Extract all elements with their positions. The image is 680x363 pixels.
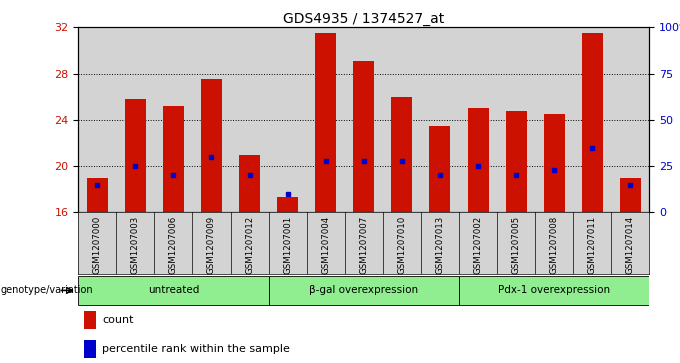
Text: β-gal overexpression: β-gal overexpression — [309, 285, 418, 295]
Text: GSM1207013: GSM1207013 — [435, 216, 445, 274]
Bar — [468, 108, 488, 212]
Bar — [459, 276, 649, 305]
Bar — [582, 33, 602, 212]
Bar — [84, 340, 97, 359]
Title: GDS4935 / 1374527_at: GDS4935 / 1374527_at — [283, 12, 445, 26]
Bar — [544, 114, 564, 212]
Bar — [163, 106, 184, 212]
Bar — [125, 99, 146, 212]
Bar — [620, 178, 641, 212]
Bar — [201, 79, 222, 212]
Text: percentile rank within the sample: percentile rank within the sample — [102, 344, 290, 355]
Bar — [354, 61, 374, 212]
Text: GSM1207010: GSM1207010 — [397, 216, 407, 274]
Bar — [269, 276, 459, 305]
Bar — [87, 178, 107, 212]
Text: GSM1207005: GSM1207005 — [511, 216, 521, 274]
Bar — [316, 33, 336, 212]
Text: GSM1207014: GSM1207014 — [626, 216, 635, 274]
Text: Pdx-1 overexpression: Pdx-1 overexpression — [498, 285, 610, 295]
Bar — [277, 197, 298, 212]
Bar — [78, 276, 269, 305]
Bar — [430, 126, 450, 212]
Bar — [84, 311, 97, 329]
Text: GSM1207003: GSM1207003 — [131, 216, 140, 274]
Text: GSM1207000: GSM1207000 — [92, 216, 102, 274]
Text: GSM1207009: GSM1207009 — [207, 216, 216, 274]
Text: GSM1207004: GSM1207004 — [321, 216, 330, 274]
Text: GSM1207002: GSM1207002 — [473, 216, 483, 274]
Bar — [239, 155, 260, 212]
Bar — [392, 97, 412, 212]
Text: GSM1207006: GSM1207006 — [169, 216, 178, 274]
Text: GSM1207001: GSM1207001 — [283, 216, 292, 274]
Text: GSM1207011: GSM1207011 — [588, 216, 597, 274]
Text: untreated: untreated — [148, 285, 199, 295]
Text: GSM1207012: GSM1207012 — [245, 216, 254, 274]
Text: GSM1207008: GSM1207008 — [549, 216, 559, 274]
Text: count: count — [102, 315, 134, 325]
Text: GSM1207007: GSM1207007 — [359, 216, 369, 274]
Text: genotype/variation: genotype/variation — [1, 285, 93, 295]
Bar — [506, 110, 526, 212]
